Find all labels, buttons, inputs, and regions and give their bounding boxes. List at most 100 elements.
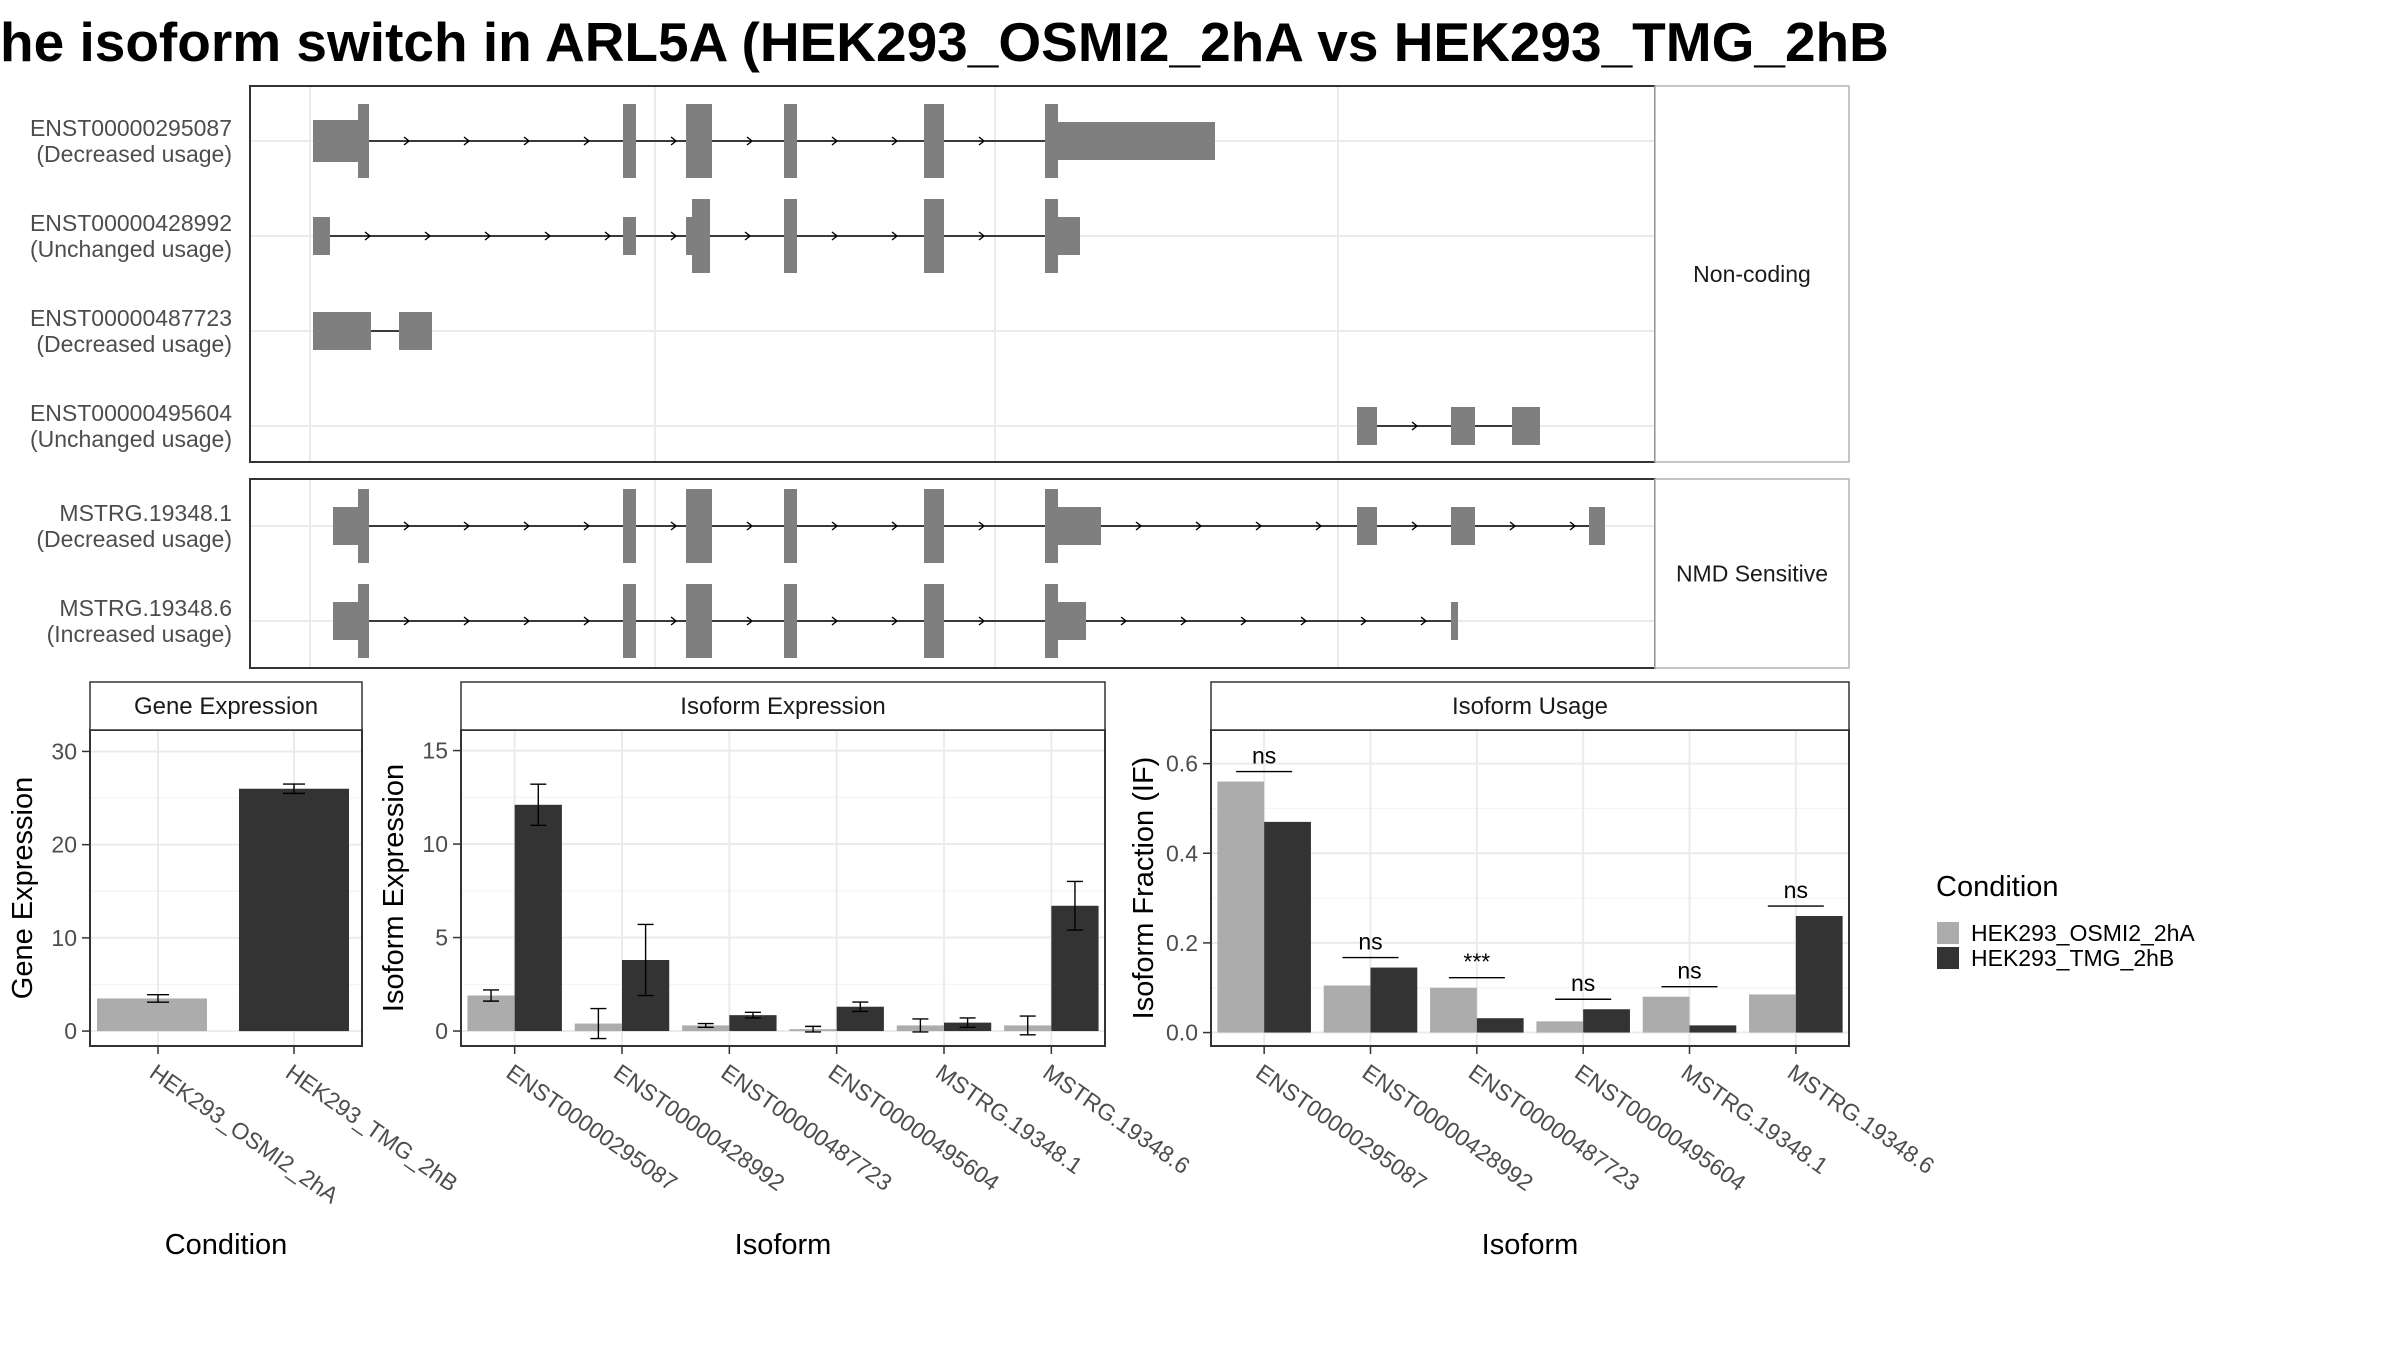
error-bar <box>483 989 500 1002</box>
significance-label: ns <box>1571 970 1595 996</box>
intron-direction-arrow <box>1569 521 1577 531</box>
transcript-label-usage: (Increased usage) <box>47 621 232 647</box>
transcript-label-usage: (Decreased usage) <box>36 331 232 357</box>
exon-block <box>784 104 797 178</box>
exon-block <box>686 104 712 178</box>
intron-direction-arrow <box>1135 521 1143 531</box>
intron-direction-arrow <box>1180 616 1188 626</box>
intron-direction-arrow <box>1120 616 1128 626</box>
y-tick-label: 0 <box>435 1018 448 1044</box>
intron-direction-arrow <box>891 231 899 241</box>
error-bar <box>697 1022 714 1029</box>
bar-tmg-enst00000487723 <box>729 1015 777 1032</box>
significance-annotation: ns <box>1661 958 1718 988</box>
intron-direction-arrow <box>403 521 411 531</box>
structure-panel-non-coding: ENST00000295087(Decreased usage)ENST0000… <box>30 85 1850 463</box>
significance-annotation: ns <box>1767 877 1824 907</box>
bar-tmg-mstrg-19348-6 <box>1795 916 1843 1033</box>
exon-block <box>692 199 710 273</box>
exon-block <box>1512 407 1540 445</box>
transcript-label-usage: (Unchanged usage) <box>30 236 232 262</box>
exon-block <box>686 217 692 255</box>
bar-osmi-enst00000295087 <box>1217 781 1265 1033</box>
bar-hek293_tmg_2hb <box>239 788 349 1032</box>
page-title: he isoform switch in ARL5A (HEK293_OSMI2… <box>0 11 1889 73</box>
intron-direction-arrow <box>1255 521 1263 531</box>
error-bar <box>1066 880 1083 931</box>
transcript-model-enst00000487723 <box>313 312 432 350</box>
y-tick-label: 0.2 <box>1166 930 1198 956</box>
facet-strip <box>1210 681 1850 731</box>
exon-block <box>358 489 369 563</box>
x-tick-label: ENST00000487723 <box>716 1059 896 1196</box>
y-tick-label: 0.4 <box>1166 840 1198 866</box>
exon-block <box>1045 584 1058 658</box>
transcript-label-id: MSTRG.19348.1 <box>59 500 232 526</box>
error-bar <box>959 1017 976 1029</box>
x-tick-label: ENST00000495604 <box>824 1059 1005 1196</box>
intron-direction-arrow <box>670 231 678 241</box>
y-axis-label: Isoform Fraction (IF) <box>1128 757 1160 1020</box>
y-axis-label: Gene Expression <box>7 777 39 999</box>
intron-direction-arrow <box>583 136 591 146</box>
legend-title: Condition <box>1936 871 2059 903</box>
y-tick-label: 0 <box>64 1018 77 1044</box>
y-tick-label: 30 <box>51 738 77 764</box>
transcript-label-id: ENST00000428992 <box>30 210 232 236</box>
intron-direction-arrow <box>403 616 411 626</box>
intron-direction-arrow <box>1360 616 1368 626</box>
transcript-label-id: ENST00000295087 <box>30 115 232 141</box>
transcript-label-id: ENST00000487723 <box>30 305 232 331</box>
intron-direction-arrow <box>583 521 591 531</box>
transcript-model-mstrg-19348-1 <box>333 489 1605 563</box>
x-axis-label: Isoform <box>1482 1229 1579 1261</box>
bar-osmi-enst00000495604 <box>1536 1021 1584 1033</box>
intron-direction-arrow <box>1411 421 1419 431</box>
intron-direction-arrow <box>746 616 754 626</box>
exon-block <box>1058 122 1215 160</box>
exon-block <box>623 584 636 658</box>
legend-key-swatch <box>1937 947 1959 969</box>
exon-block <box>623 489 636 563</box>
intron-direction-arrow <box>670 136 678 146</box>
intron-direction-arrow <box>604 231 612 241</box>
intron-direction-arrow <box>1420 616 1428 626</box>
significance-label: *** <box>1463 949 1490 975</box>
chart-isoform-expression: Isoform Expression 0 5 10 15 Isoform Expressi… <box>378 681 1195 1261</box>
exon-block <box>924 199 944 273</box>
error-bar <box>283 783 305 795</box>
intron-direction-arrow <box>744 231 752 241</box>
exon-block <box>1451 507 1475 545</box>
exon-block <box>784 584 797 658</box>
transcript-model-enst00000495604 <box>1357 407 1540 445</box>
intron-direction-arrow <box>1300 616 1308 626</box>
exon-block <box>358 584 369 658</box>
exon-block <box>686 489 712 563</box>
chart-title: Isoform Usage <box>1452 693 1608 720</box>
intron-direction-arrow <box>1509 521 1517 531</box>
intron-direction-arrow <box>670 521 678 531</box>
facet-strip-label: NMD Sensitive <box>1676 561 1828 587</box>
intron-direction-arrow <box>523 136 531 146</box>
bar-osmi-enst00000487723 <box>682 1025 730 1032</box>
y-tick-label: 0.6 <box>1166 751 1198 777</box>
transcript-label-usage: (Unchanged usage) <box>30 426 232 452</box>
transcript-label-usage: (Decreased usage) <box>36 526 232 552</box>
intron-direction-arrow <box>463 521 471 531</box>
significance-annotation: ns <box>1342 929 1399 959</box>
legend-key-swatch <box>1937 922 1959 944</box>
intron-direction-arrow <box>978 231 986 241</box>
exon-block <box>686 584 712 658</box>
intron-direction-arrow <box>978 616 986 626</box>
intron-direction-arrow <box>403 136 411 146</box>
error-bar <box>805 1025 822 1033</box>
error-bar <box>530 783 547 827</box>
facet-strip <box>1654 85 1850 463</box>
x-tick-label: ENST00000495604 <box>1570 1059 1751 1196</box>
intron-direction-arrow <box>523 616 531 626</box>
error-bar <box>637 923 654 997</box>
intron-direction-arrow <box>1240 616 1248 626</box>
